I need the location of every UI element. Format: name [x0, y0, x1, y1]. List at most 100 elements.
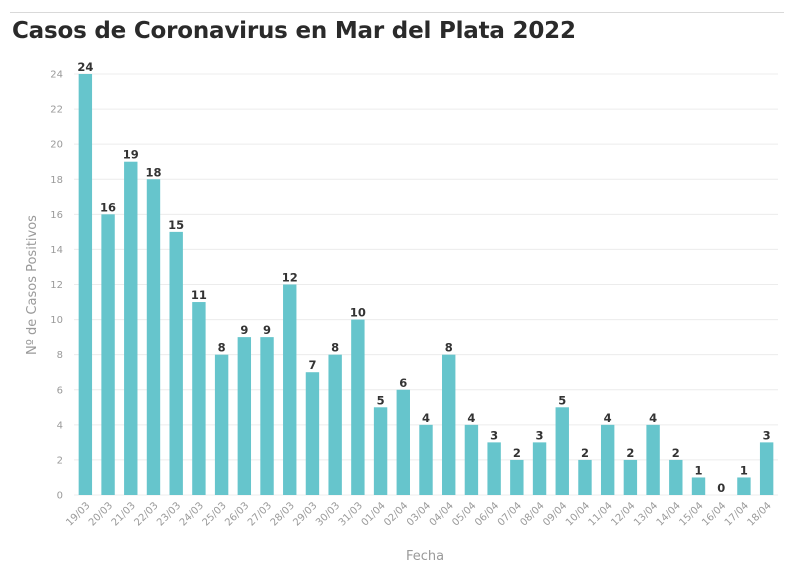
x-axis-ticks: 19/0320/0321/0322/0323/0324/0325/0326/03… — [64, 500, 773, 528]
data-label: 3 — [536, 428, 544, 442]
x-tick-label: 01/04 — [360, 500, 388, 528]
data-label: 8 — [331, 341, 339, 355]
bar — [623, 459, 638, 495]
x-tick-label: 21/03 — [110, 500, 138, 528]
bar — [283, 284, 297, 495]
data-label: 3 — [490, 428, 498, 442]
x-tick-label: 29/03 — [291, 500, 319, 528]
x-tick-label: 31/03 — [337, 500, 365, 528]
gridlines — [74, 73, 778, 496]
bar — [192, 302, 206, 495]
y-tick-label: 18 — [50, 175, 63, 186]
bar — [464, 424, 479, 495]
data-label: 15 — [168, 218, 184, 232]
x-tick-label: 04/04 — [428, 500, 456, 528]
bar — [759, 442, 774, 495]
y-tick-label: 4 — [57, 420, 63, 431]
bar — [555, 407, 569, 495]
y-tick-label: 8 — [57, 350, 63, 361]
y-tick-label: 16 — [50, 210, 63, 221]
bar — [373, 407, 388, 495]
x-tick-label: 26/03 — [223, 500, 251, 528]
x-tick-label: 07/04 — [496, 500, 524, 528]
bar — [510, 459, 524, 495]
x-tick-label: 30/03 — [314, 500, 342, 528]
data-label: 2 — [672, 446, 680, 460]
x-tick-label: 12/04 — [609, 500, 637, 528]
data-label: 24 — [77, 60, 93, 74]
data-label: 19 — [123, 148, 139, 162]
x-tick-label: 09/04 — [541, 500, 569, 528]
y-tick-label: 22 — [50, 105, 63, 116]
data-label: 8 — [445, 341, 453, 355]
data-label: 18 — [145, 165, 161, 179]
bar — [691, 477, 706, 495]
bar — [124, 161, 138, 496]
bar — [578, 459, 592, 495]
data-label: 9 — [263, 323, 271, 337]
data-label: 4 — [604, 411, 612, 425]
data-label: 5 — [558, 393, 566, 407]
x-tick-label: 22/03 — [132, 500, 160, 528]
x-tick-label: 27/03 — [246, 500, 274, 528]
data-label: 9 — [240, 323, 248, 337]
data-label: 10 — [350, 306, 366, 320]
x-tick-label: 14/04 — [655, 500, 683, 528]
data-label: 1 — [740, 463, 748, 477]
bar — [260, 337, 274, 495]
data-label: 2 — [581, 446, 589, 460]
bar — [78, 74, 93, 495]
bar — [101, 214, 115, 496]
y-tick-label: 12 — [50, 280, 63, 291]
x-tick-label: 15/04 — [677, 500, 705, 528]
data-label: 5 — [377, 393, 385, 407]
data-label: 2 — [626, 446, 634, 460]
y-axis-title: Nº de Casos Positivos — [25, 215, 40, 355]
bar — [419, 424, 433, 495]
bar — [646, 424, 660, 495]
y-tick-label: 10 — [50, 315, 63, 326]
x-tick-label: 10/04 — [564, 500, 592, 528]
data-label: 2 — [513, 446, 521, 460]
bars — [78, 74, 774, 496]
bar — [351, 319, 365, 495]
bar — [487, 442, 501, 495]
bar — [169, 231, 183, 495]
bar — [669, 459, 683, 495]
y-tick-label: 6 — [57, 385, 63, 396]
x-tick-label: 17/04 — [723, 500, 751, 528]
y-tick-label: 20 — [50, 140, 63, 151]
bar — [237, 337, 252, 495]
x-tick-label: 11/04 — [587, 500, 615, 528]
bar — [214, 354, 229, 495]
y-tick-label: 24 — [50, 70, 63, 81]
x-tick-label: 18/04 — [746, 500, 774, 528]
data-label: 12 — [282, 271, 298, 285]
x-tick-label: 20/03 — [87, 500, 115, 528]
data-label: 6 — [399, 376, 407, 390]
chart-title: Casos de Coronavirus en Mar del Plata 20… — [12, 18, 576, 44]
top-divider — [10, 12, 784, 13]
x-tick-label: 25/03 — [201, 500, 229, 528]
bar — [328, 354, 342, 495]
bar — [146, 179, 161, 495]
x-tick-label: 06/04 — [473, 500, 501, 528]
x-tick-label: 16/04 — [700, 500, 728, 528]
data-label: 1 — [695, 463, 703, 477]
bar — [442, 354, 456, 495]
bar — [737, 477, 751, 495]
bar — [532, 442, 547, 495]
data-label: 11 — [191, 288, 207, 302]
x-tick-label: 05/04 — [450, 500, 478, 528]
bar — [305, 372, 320, 495]
x-tick-label: 02/04 — [382, 500, 410, 528]
y-tick-label: 2 — [57, 455, 63, 466]
x-tick-label: 28/03 — [269, 500, 297, 528]
bar — [600, 424, 615, 495]
x-tick-label: 13/04 — [632, 500, 660, 528]
data-label: 0 — [717, 481, 725, 495]
bar — [396, 389, 410, 495]
x-tick-label: 24/03 — [178, 500, 206, 528]
